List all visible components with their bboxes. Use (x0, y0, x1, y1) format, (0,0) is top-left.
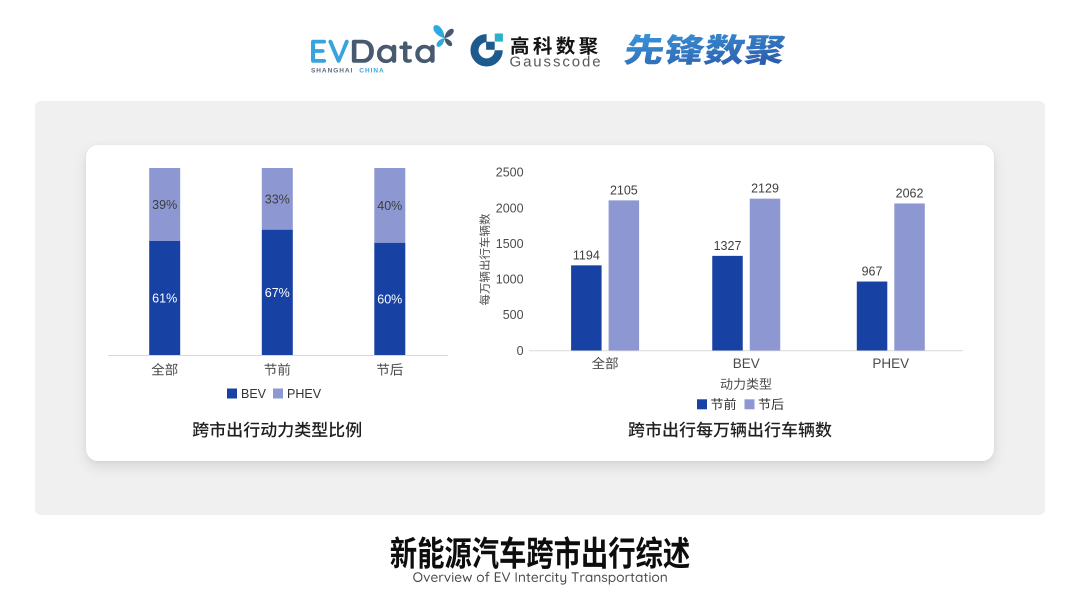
c2-cat-label-1: BEV (733, 356, 760, 371)
evdata-sub-china: CHINA (359, 67, 384, 74)
c1-cat-label-2 (377, 363, 403, 376)
c2-value-label-1-1: 2129 (751, 182, 779, 196)
logo-strip: SHANGHAI CHINA Gausscode (0, 0, 1080, 100)
c2-ytick-2500: 2500 (496, 166, 524, 180)
charts-canvas: 39% 61% 33% 67% 40% 60% BEV PHEV (108, 166, 963, 438)
chart-power-type-ratio: 39% 61% 33% 67% 40% 60% BEV PHEV (108, 168, 448, 438)
gausscode-square-teal (494, 33, 503, 42)
gausscode-en-text: Gausscode (510, 54, 603, 71)
c2-ytick-1000: 1000 (496, 273, 524, 287)
c2-bar-0-2 (856, 281, 888, 351)
evdata-sub-shanghai: SHANGHAI (311, 67, 353, 74)
c2-legend-swatch-post (744, 399, 755, 410)
c1-legend: BEV PHEV (227, 387, 322, 401)
c1-bar-phev-2 (374, 168, 406, 243)
c1-seg-label-phev-2: 40% (377, 199, 402, 213)
c1-title (192, 421, 361, 438)
c1-seg-label-phev-0: 39% (152, 198, 177, 212)
chart-vehicles-per-10k: 0 500 1000 1500 2000 2500 1194 2105 1327 2129 967… (479, 166, 963, 438)
evdata-data-text (351, 39, 435, 64)
evdata-star-icon (433, 25, 454, 47)
star-petal-se (444, 38, 453, 47)
c2-value-label-0-2: 967 (862, 265, 883, 279)
star-petal-sw (436, 38, 445, 47)
c2-category-labels: BEV PHEV (592, 356, 909, 371)
c1-cat-label-1 (264, 363, 291, 376)
footer (0, 520, 1080, 608)
c2-y-axis-title (479, 213, 490, 306)
c1-legend-swatch-bev (227, 388, 237, 399)
c2-bar-1-1 (749, 198, 781, 351)
footer-canvas (390, 536, 690, 585)
star-petal-ne (444, 28, 454, 39)
c2-ytick-2000: 2000 (496, 201, 524, 215)
c2-bar-1-2 (894, 203, 925, 351)
gausscode-square-dark (486, 41, 495, 50)
c1-bar-bev-2 (374, 242, 406, 355)
gausscode-ring-icon (470, 34, 503, 67)
main-subtitle (413, 571, 667, 585)
c2-cat-label-0 (592, 356, 618, 370)
c2-ytick-500: 500 (503, 308, 524, 322)
c1-cat-label-0 (151, 363, 178, 376)
c2-value-label-1-0: 2105 (610, 183, 638, 197)
star-petal-nw (433, 25, 445, 39)
c1-seg-label-bev-2: 60% (377, 292, 402, 306)
pioneer-cn-text (624, 34, 786, 66)
c2-value-label-1-2: 2062 (896, 186, 924, 200)
c2-legend-swatch-pre (697, 399, 707, 410)
c2-title (628, 421, 832, 438)
chart-panel: 39% 61% 33% 67% 40% 60% BEV PHEV (35, 101, 1045, 515)
c2-bar-0-0 (571, 265, 602, 351)
c1-legend-swatch-phev (273, 388, 283, 399)
c1-bar-phev-1 (261, 168, 293, 230)
gausscode-cn-text (511, 36, 598, 55)
c2-bar-0-1 (712, 255, 743, 351)
c2-ytick-1500: 1500 (496, 237, 524, 251)
c2-bar-1-0 (608, 200, 640, 351)
c2-legend (697, 398, 784, 411)
c1-legend-label-bev: BEV (241, 387, 267, 401)
c1-seg-label-bev-0: 61% (152, 291, 177, 305)
c1-seg-label-phev-1: 33% (265, 192, 290, 206)
c2-value-label-0-1: 1327 (714, 239, 742, 253)
c2-legend-label-pre (711, 398, 736, 410)
gausscode-logo: Gausscode (470, 33, 603, 71)
chart-card: 39% 61% 33% 67% 40% 60% BEV PHEV (86, 145, 994, 461)
c2-ytick-labels: 0 500 1000 1500 2000 2500 (496, 166, 524, 358)
c1-bars: 39% 61% 33% 67% 40% 60% (149, 168, 406, 355)
main-title (390, 536, 690, 569)
c1-legend-label-phev: PHEV (287, 387, 322, 401)
c2-legend-label-post (758, 398, 784, 411)
c2-cat-label-2: PHEV (872, 356, 909, 371)
c2-ytick-0: 0 (517, 344, 524, 358)
pioneer-logo (624, 34, 786, 66)
c1-bar-bev-0 (149, 240, 181, 355)
c2-value-label-0-0: 1194 (573, 248, 600, 262)
c1-seg-label-bev-1: 67% (265, 286, 290, 300)
c2-x-axis-title (720, 377, 772, 390)
c1-category-labels (151, 363, 403, 376)
c1-bar-bev-1 (261, 229, 293, 355)
evdata-logo: SHANGHAI CHINA (311, 25, 454, 74)
evdata-ev-text (311, 39, 349, 63)
c2-bars: 1194 2105 1327 2129 967 2062 (571, 182, 925, 351)
c1-bar-phev-0 (149, 168, 181, 241)
